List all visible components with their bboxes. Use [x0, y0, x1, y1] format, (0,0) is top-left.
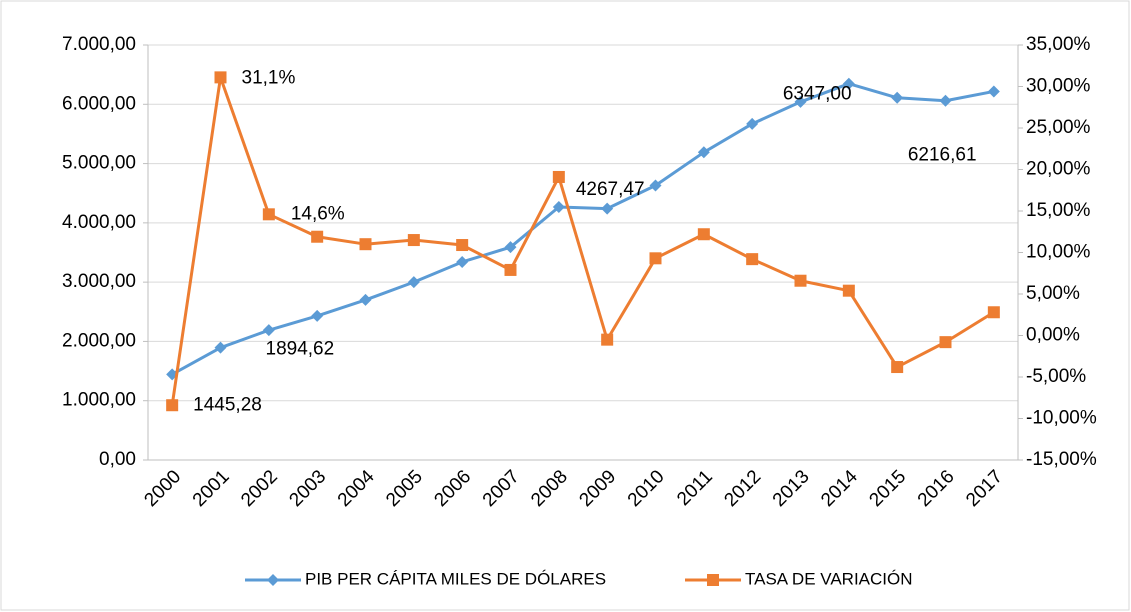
data-label: 6216,61 [908, 144, 977, 165]
point [311, 230, 324, 243]
y2-tick-label: 30,00% [1026, 76, 1091, 97]
point [794, 95, 807, 108]
point [214, 341, 227, 354]
y2-tick-label: 0,00% [1026, 325, 1080, 346]
data-label: 31,1% [242, 67, 296, 88]
point [601, 333, 614, 346]
point [697, 146, 710, 159]
legend-marker [267, 574, 279, 586]
point [987, 85, 1000, 98]
series-line [171, 82, 995, 376]
y-tick-label: 7.000,00 [62, 34, 136, 55]
point [552, 201, 565, 213]
y-tick-label: 1.000,00 [62, 390, 136, 411]
y-tick-label: 5.000,00 [62, 153, 136, 174]
point [601, 202, 614, 215]
point [794, 274, 807, 287]
point [407, 276, 420, 289]
point [166, 399, 179, 412]
y2-tick-label: -15,00% [1026, 449, 1097, 470]
data-label: 6347,00 [783, 84, 852, 105]
point [939, 94, 952, 107]
point [504, 263, 517, 276]
point [891, 361, 904, 374]
point [891, 91, 904, 104]
point [746, 253, 759, 266]
y2-tick-label: 10,00% [1026, 242, 1091, 263]
point [359, 293, 372, 306]
y2-tick-label: 20,00% [1026, 159, 1091, 180]
y2-tick-label: 35,00% [1026, 34, 1091, 55]
point [939, 336, 952, 349]
point [697, 228, 710, 241]
point [842, 77, 855, 90]
point [504, 241, 517, 254]
point [552, 170, 565, 183]
point [407, 234, 420, 247]
point [214, 71, 227, 84]
y-tick-label: 6.000,00 [62, 93, 136, 114]
y-tick-label: 2.000,00 [62, 330, 136, 351]
y2-tick-label: -5,00% [1026, 366, 1086, 387]
data-label: 14,6% [291, 203, 345, 224]
point [262, 324, 275, 337]
point [311, 309, 324, 322]
point [262, 208, 275, 221]
y2-tick-label: -10,00% [1026, 408, 1097, 429]
legend-label: PIB PER CÁPITA MILES DE DÓLARES [305, 569, 606, 588]
point [649, 252, 662, 265]
point [649, 179, 662, 192]
point [456, 255, 469, 268]
y2-tick-label: 15,00% [1026, 200, 1091, 221]
data-label: 1894,62 [266, 339, 335, 360]
point [842, 284, 855, 297]
y-tick-label: 4.000,00 [62, 212, 136, 233]
point [746, 117, 759, 130]
point [359, 238, 372, 251]
data-label: 4267,47 [576, 179, 645, 200]
y2-tick-label: 5,00% [1026, 283, 1080, 304]
legend-label: TASA DE VARIACIÓN [745, 569, 913, 588]
point [987, 306, 1000, 319]
y2-tick-label: 25,00% [1026, 117, 1091, 138]
point [456, 239, 469, 252]
series-line [170, 75, 995, 406]
data-label: 1445,28 [193, 394, 262, 415]
y-tick-label: 0,00 [99, 449, 136, 470]
legend-marker [707, 574, 719, 586]
y-tick-label: 3.000,00 [62, 271, 136, 292]
